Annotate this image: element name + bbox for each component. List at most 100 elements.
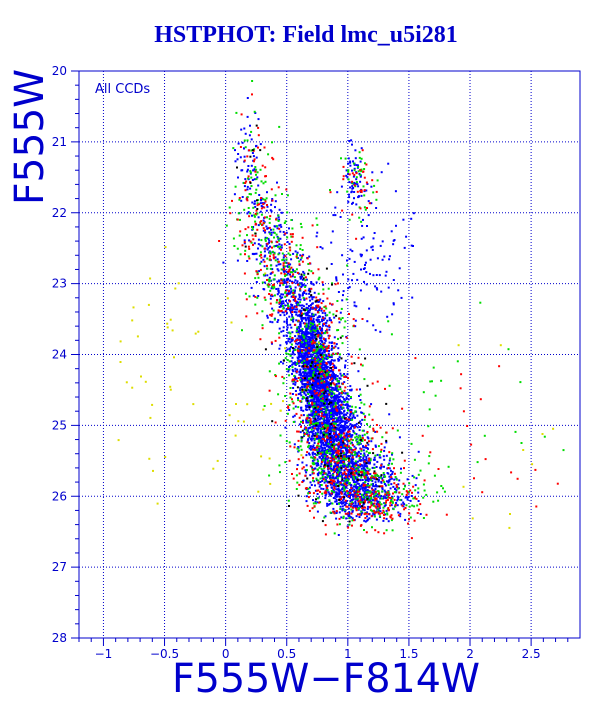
data-point [283,320,286,323]
data-point [262,182,265,185]
data-point [295,339,298,342]
data-point [417,487,420,490]
data-point [334,214,337,217]
data-point [330,469,333,472]
data-point [378,274,381,277]
data-point [278,464,281,467]
data-point [305,388,308,391]
data-point [359,442,361,445]
data-point [307,336,310,338]
data-point [243,139,246,142]
data-point [337,329,340,331]
data-point [324,409,327,412]
data-point [320,410,323,413]
data-point [288,409,291,411]
data-point [319,387,322,390]
data-point [301,278,304,281]
data-point [363,452,366,455]
data-point [267,246,270,249]
data-point [319,370,322,372]
data-point [315,395,318,398]
data-point [259,251,262,254]
data-point [285,349,288,352]
data-point [322,417,325,420]
data-point [307,444,310,447]
data-point [292,387,295,389]
data-point [365,492,368,495]
data-point [337,400,339,403]
data-point [336,438,339,441]
data-point [316,458,319,461]
data-point [384,274,387,277]
data-point [295,308,298,311]
data-point [309,324,312,327]
data-point [289,308,292,310]
data-point [262,258,265,261]
data-point [250,286,253,289]
data-point [330,463,333,466]
data-point [342,486,345,489]
data-point [408,505,411,508]
data-point [308,424,311,426]
data-point [367,498,370,501]
data-point [343,398,346,401]
data-point [309,304,312,307]
data-point [342,497,345,500]
data-point [299,376,302,379]
data-point [274,256,277,259]
data-point [360,498,363,501]
data-point [346,406,349,409]
data-point [383,511,386,514]
data-point [299,387,302,390]
data-point [344,423,347,426]
data-point [238,198,241,201]
data-point [348,416,350,419]
data-point [349,413,352,416]
data-point [345,517,348,520]
data-point [379,466,382,469]
data-point [352,429,355,432]
data-point [318,435,321,438]
data-point [344,392,347,395]
data-point [387,520,390,523]
data-point [327,409,330,412]
data-point [309,400,312,402]
data-point [301,351,303,353]
data-point [277,220,280,222]
data-point [312,410,315,413]
data-point [266,205,269,208]
data-point [332,373,335,375]
data-point [322,459,325,462]
data-point [324,494,327,497]
data-point [262,288,265,290]
data-point [323,306,326,309]
data-point [320,408,323,411]
data-point [257,216,260,219]
data-point [259,168,262,171]
data-point [312,433,315,436]
data-point [334,449,337,452]
data-point [317,434,320,437]
data-point [394,190,397,193]
data-point [385,529,388,532]
data-point [336,480,339,483]
data-point [305,495,308,498]
data-point [303,379,306,382]
data-point [410,495,413,497]
data-point [300,335,303,338]
data-point [327,381,330,384]
data-point [350,441,353,444]
data-point [263,265,266,268]
data-point [299,431,302,434]
data-point [358,516,361,518]
data-point [392,279,395,281]
data-point [345,426,348,429]
data-point [315,384,318,387]
data-point [300,409,303,412]
data-point [283,314,286,317]
data-point [247,165,250,167]
data-point [299,301,302,304]
data-point [370,475,373,478]
data-point [308,255,311,258]
data-point [375,485,378,488]
